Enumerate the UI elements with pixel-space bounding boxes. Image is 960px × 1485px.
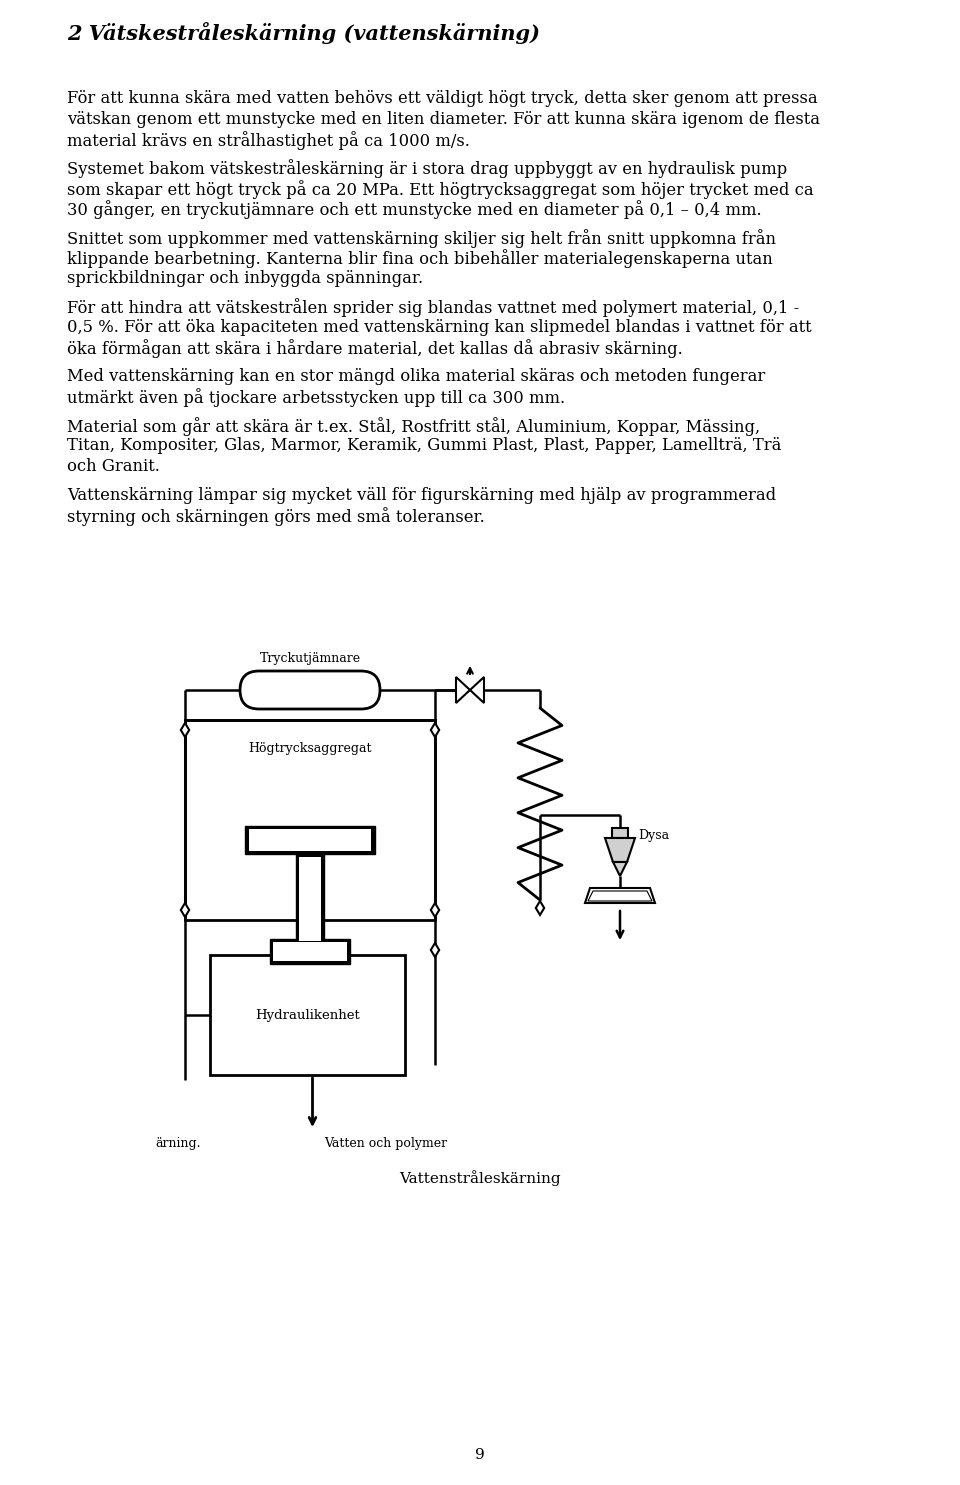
Text: 9: 9 <box>475 1448 485 1463</box>
Text: Tryckutjämnare: Tryckutjämnare <box>259 652 361 665</box>
Text: vätskan genom ett munstycke med en liten diameter. För att kunna skära igenom de: vätskan genom ett munstycke med en liten… <box>67 110 820 128</box>
Text: För att hindra att vätskestrålen sprider sig blandas vattnet med polymert materi: För att hindra att vätskestrålen sprider… <box>67 298 800 318</box>
Text: utmärkt även på tjockare arbetsstycken upp till ca 300 mm.: utmärkt även på tjockare arbetsstycken u… <box>67 389 565 407</box>
Text: Material som går att skära är t.ex. Stål, Rostfritt stål, Aluminium, Koppar, Mäs: Material som går att skära är t.ex. Stål… <box>67 417 760 437</box>
Bar <box>210 955 405 1075</box>
Polygon shape <box>605 838 635 861</box>
Bar <box>249 829 371 851</box>
Text: Snittet som uppkommer med vattenskärning skiljer sig helt från snitt uppkomna fr: Snittet som uppkommer med vattenskärning… <box>67 229 776 248</box>
Polygon shape <box>536 901 544 915</box>
Bar <box>296 854 324 944</box>
Polygon shape <box>431 943 439 956</box>
Bar <box>185 720 435 921</box>
Text: som skapar ett högt tryck på ca 20 MPa. Ett högtrycksaggregat som höjer trycket : som skapar ett högt tryck på ca 20 MPa. … <box>67 180 814 199</box>
Text: Vatten och polymer: Vatten och polymer <box>324 1138 447 1149</box>
Polygon shape <box>180 903 189 918</box>
Text: styrning och skärningen görs med små toleranser.: styrning och skärningen görs med små tol… <box>67 506 485 526</box>
Text: Högtrycksaggregat: Högtrycksaggregat <box>249 742 372 754</box>
Text: klippande bearbetning. Kanterna blir fina och bibehåller materialegenskaperna ut: klippande bearbetning. Kanterna blir fin… <box>67 249 773 269</box>
Text: 2 Vätskestråleskärning (vattenskärning): 2 Vätskestråleskärning (vattenskärning) <box>67 22 540 45</box>
Bar <box>299 857 321 941</box>
Text: och Granit.: och Granit. <box>67 457 160 475</box>
Text: Vattenstråleskärning: Vattenstråleskärning <box>399 1170 561 1187</box>
Text: Systemet bakom vätskestråleskärning är i stora drag uppbyggt av en hydraulisk pu: Systemet bakom vätskestråleskärning är i… <box>67 159 787 178</box>
Text: material krävs en strålhastighet på ca 1000 m/s.: material krävs en strålhastighet på ca 1… <box>67 131 469 150</box>
Polygon shape <box>180 723 189 737</box>
Text: Med vattenskärning kan en stor mängd olika material skäras och metoden fungerar: Med vattenskärning kan en stor mängd oli… <box>67 368 765 385</box>
Text: 0,5 %. För att öka kapaciteten med vattenskärning kan slipmedel blandas i vattne: 0,5 %. För att öka kapaciteten med vatte… <box>67 319 811 336</box>
Bar <box>612 829 628 838</box>
Polygon shape <box>431 903 439 918</box>
Text: 30 gånger, en tryckutjämnare och ett munstycke med en diameter på 0,1 – 0,4 mm.: 30 gånger, en tryckutjämnare och ett mun… <box>67 200 761 220</box>
Text: För att kunna skära med vatten behövs ett väldigt högt tryck, detta sker genom a: För att kunna skära med vatten behövs et… <box>67 91 818 107</box>
Polygon shape <box>585 888 655 903</box>
Text: Hydraulikenhet: Hydraulikenhet <box>255 1008 360 1022</box>
Text: Titan, Kompositer, Glas, Marmor, Keramik, Gummi Plast, Plast, Papper, Lamellträ,: Titan, Kompositer, Glas, Marmor, Keramik… <box>67 438 781 454</box>
Text: ärning.: ärning. <box>155 1138 201 1149</box>
Text: Dysa: Dysa <box>638 829 669 842</box>
Bar <box>273 941 347 961</box>
Polygon shape <box>613 861 627 876</box>
Bar <box>245 826 375 854</box>
Text: sprickbildningar och inbyggda spänningar.: sprickbildningar och inbyggda spänningar… <box>67 270 423 287</box>
Text: öka förmågan att skära i hårdare material, det kallas då abrasiv skärning.: öka förmågan att skära i hårdare materia… <box>67 340 683 358</box>
Polygon shape <box>431 723 439 737</box>
Text: Vattenskärning lämpar sig mycket väll för figurskärning med hjälp av programmera: Vattenskärning lämpar sig mycket väll fö… <box>67 487 776 503</box>
Bar <box>270 939 350 964</box>
